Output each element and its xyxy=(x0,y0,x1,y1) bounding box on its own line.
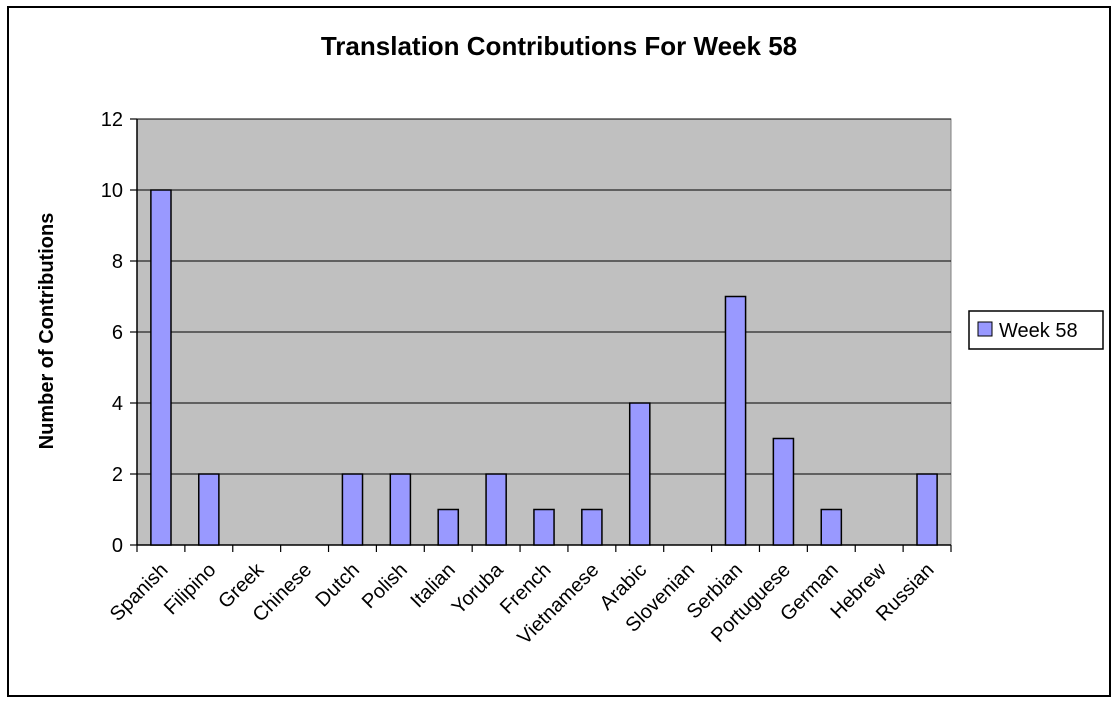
legend-swatch xyxy=(977,321,993,337)
bar xyxy=(150,189,172,546)
y-tick-label: 12 xyxy=(101,109,123,131)
y-tick-label: 2 xyxy=(112,464,123,486)
bar xyxy=(916,473,938,546)
bar xyxy=(389,473,412,546)
bar xyxy=(581,508,603,546)
bar xyxy=(533,508,555,546)
y-tick-label: 6 xyxy=(112,322,123,344)
bar xyxy=(341,473,364,546)
y-tick-label: 0 xyxy=(112,535,123,557)
y-tick-label: 4 xyxy=(112,393,123,415)
y-axis: 0 2 4 6 8 10 12 xyxy=(101,109,138,557)
bar xyxy=(820,508,843,546)
bar xyxy=(628,402,651,546)
bar xyxy=(437,508,460,546)
chart-title: Translation Contributions For Week 58 xyxy=(321,31,797,61)
legend: Week 58 xyxy=(968,310,1104,350)
gridlines xyxy=(137,118,951,475)
y-tick-label: 8 xyxy=(112,251,123,273)
bar xyxy=(772,437,795,546)
bar xyxy=(724,295,747,546)
bar xyxy=(198,473,220,546)
bars xyxy=(150,189,938,546)
y-tick-label: 10 xyxy=(101,180,123,202)
bar xyxy=(485,473,507,546)
legend-label: Week 58 xyxy=(999,320,1078,342)
y-axis-label: Number of Contributions xyxy=(36,213,58,450)
